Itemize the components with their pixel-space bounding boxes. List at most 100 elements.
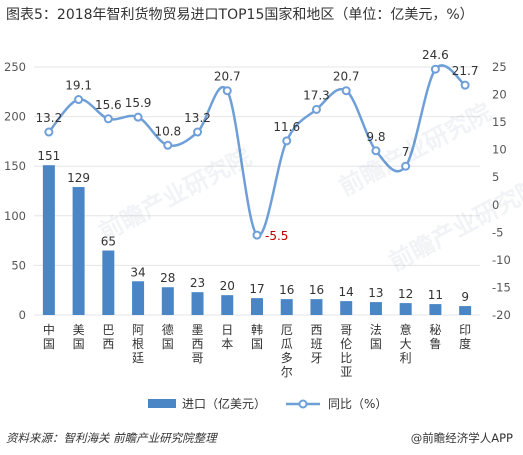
bar [191,292,204,315]
line-value-labels: 13.219.115.6 15.910.813.220.7-5.511.617.3… [36,48,479,243]
legend-line-label: 同比（%） [328,397,387,411]
category-label: 德国 [162,322,174,351]
category-label: 墨西哥 [192,323,204,365]
yoy-value-label: 19.1 [65,79,92,93]
category-label: 日本 [221,323,233,351]
category-label: 印度 [459,323,471,351]
bar-value-label: 151 [37,149,60,163]
bar-value-label: 129 [67,171,90,185]
category-label: 意大利 [400,322,412,365]
yoy-value-label: 13.2 [184,111,211,125]
category-label: 阿根廷 [132,323,144,365]
category-label: 法国 [370,323,382,351]
category-label: 巴西 [102,323,114,351]
yoy-point [44,127,54,137]
bar-series [42,165,472,315]
source-note: 资料来源：智利海关 前瞻产业研究院整理 [6,431,217,445]
chart-title: 图表5：2018年智利货物贸易进口TOP15国家和地区（单位：亿美元，%） [6,7,474,23]
legend: 进口（亿美元） 同比（%） [148,396,387,411]
bar-value-label: 65 [101,235,116,249]
category-label: 西班牙 [310,323,322,365]
yoy-point [430,64,440,74]
bar-value-label: 13 [368,286,383,300]
yoy-point [163,140,173,150]
category-label: 韩国 [251,322,263,351]
bar-value-label: 34 [130,265,145,279]
bar [459,306,472,315]
yoy-value-label: 11.6 [273,120,300,134]
bar [340,301,353,315]
bar [221,295,234,315]
bar-value-label: 17 [249,282,264,296]
left-axis-tick-label: 250 [4,60,26,74]
yoy-value-label: 17.3 [303,88,330,102]
yoy-value-label: 13.2 [36,111,63,125]
yoy-point [103,114,113,124]
yoy-point [401,161,411,171]
bar-value-label: 12 [398,287,413,301]
yoy-point [222,86,232,96]
right-axis-tick-label: 25 [492,60,507,74]
yoy-value-label: 20.7 [333,70,360,84]
category-label: 厄瓜多尔 [281,323,293,379]
yoy-value-label: -5.5 [265,229,288,243]
bar-value-label: 14 [339,285,354,299]
left-axis-tick-label: 100 [4,209,26,223]
legend-bar-label: 进口（亿美元） [182,396,266,411]
bar [102,250,115,315]
category-label: 美国 [73,323,85,351]
category-label: 秘鲁 [429,323,441,351]
yoy-value-label: 15.6 [95,98,122,112]
line-series [44,64,470,240]
yoy-point [311,104,321,114]
yoy-point [460,80,470,90]
yoy-point [282,136,292,146]
yoy-point [252,230,262,240]
right-axis-tick-label: 5 [492,170,499,184]
right-axis-tick-label: 10 [492,143,507,157]
yoy-value-label: 21.7 [452,64,479,78]
yoy-value-label: 20.7 [214,70,241,84]
bar-value-label: 28 [160,271,175,285]
bar-value-label: 16 [279,283,294,297]
yoy-point [133,112,143,122]
brand-credit: @前瞻经济学人APP [410,431,513,445]
left-axis-tick-label: 0 [19,308,26,322]
bar [72,187,85,315]
yoy-value-label: 24.6 [422,48,449,62]
yoy-value-label: 10.8 [154,124,181,138]
bar [132,281,145,315]
bar [251,298,263,315]
bar-value-label: 23 [190,276,205,290]
left-axis-tick-label: 50 [11,258,26,272]
right-axis-tick-label: 0 [492,198,499,212]
right-axis-tick-label: -10 [492,253,511,267]
yoy-point [74,95,84,105]
right-axis-tick-label: -20 [492,308,511,322]
bar [161,287,174,315]
category-label: 哥伦比亚 [340,323,352,379]
bar-value-label: 16 [309,283,324,297]
left-axis-tick-label: 200 [4,110,26,124]
yoy-value-label: 9.8 [366,130,385,144]
yoy-value-label: 7 [402,145,410,159]
bar-value-label: 11 [428,288,443,302]
bar [399,303,412,315]
right-axis-tick-label: -5 [492,225,503,239]
bar [280,299,293,315]
right-axis-tick-label: 20 [492,88,507,102]
bar-value-label: 20 [220,279,235,293]
right-axis-tick-label: 15 [492,115,507,129]
yoy-point [341,86,351,96]
yoy-point [193,127,203,137]
legend-bar-swatch [148,399,176,408]
bar-value-label: 9 [461,290,469,304]
bar [42,165,55,315]
bar-value-labels: 151 129 65 34 28 23 20 17 16 16 14 13 12 11 9 [37,149,469,304]
right-axis-tick-label: -15 [492,280,511,294]
category-label: 中国 [43,322,55,351]
bar [429,304,442,315]
right-axis: -20 -15 -10 -5 0 5 10 15 20 25 [492,60,511,322]
